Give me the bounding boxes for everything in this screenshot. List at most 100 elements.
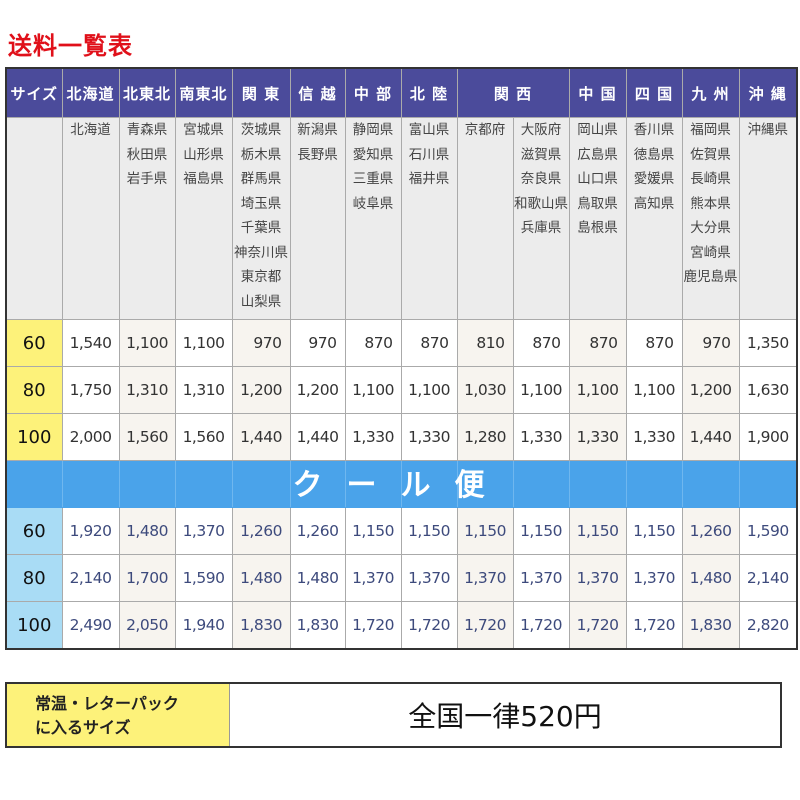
rate-cell: 1,330 bbox=[400, 413, 458, 461]
rate-cell: 870 bbox=[344, 319, 402, 367]
cool-band-cell bbox=[5, 460, 63, 508]
rate-cell: 1,440 bbox=[681, 413, 740, 461]
prefecture-cell: 茨城県 栃木県 群馬県 埼玉県 千葉県 神奈川県 東京都 山梨県 bbox=[231, 117, 291, 320]
prefecture-name: 長崎県 bbox=[690, 171, 731, 187]
prefecture-name: 富山県 bbox=[408, 122, 450, 138]
prefecture-name: 熊本県 bbox=[690, 195, 731, 212]
prefecture-name: 長野県 bbox=[297, 146, 338, 163]
header-region: 北海道 bbox=[61, 67, 120, 118]
flat-rate-label-line1: 常温・レターパック bbox=[35, 694, 179, 713]
rate-cell: 1,100 bbox=[174, 319, 233, 367]
prefecture-name: 和歌山県 bbox=[514, 195, 568, 212]
rate-cell: 1,630 bbox=[738, 366, 798, 414]
rate-cell: 1,100 bbox=[625, 366, 683, 414]
prefecture-name: 愛媛県 bbox=[633, 171, 675, 187]
prefecture-name: 岡山県 bbox=[577, 122, 618, 138]
prefecture-cell: 香川県 徳島県 愛媛県 高知県 bbox=[625, 117, 683, 320]
prefecture-cell: 宮城県 山形県 福島県 bbox=[174, 117, 233, 320]
prefecture-name: 鳥取県 bbox=[577, 195, 618, 212]
size-cell: 60 bbox=[5, 507, 63, 555]
prefecture-cell: 富山県 石川県 福井県 bbox=[400, 117, 458, 320]
cool-band-cell bbox=[625, 460, 683, 508]
prefecture-name: 東京都 bbox=[240, 269, 282, 285]
rate-cell: 1,330 bbox=[568, 413, 627, 461]
prefecture-name: 山梨県 bbox=[240, 293, 282, 310]
prefecture-name: 福岡県 bbox=[690, 122, 731, 138]
rate-cell: 1,720 bbox=[456, 601, 514, 650]
rate-cell: 1,100 bbox=[344, 366, 402, 414]
rate-cell: 1,310 bbox=[118, 366, 176, 414]
rate-cell: 1,200 bbox=[289, 366, 346, 414]
rate-cell: 1,260 bbox=[231, 507, 291, 555]
prefecture-name: 石川県 bbox=[408, 146, 450, 163]
cool-rate-row: 60 1,920 1,480 1,370 1,260 1,260 1,150 1,150 1,1… bbox=[5, 507, 798, 555]
rate-cell: 1,900 bbox=[738, 413, 798, 461]
prefecture-cell: 大阪府 滋賀県 奈良県 和歌山県 兵庫県 bbox=[512, 117, 570, 320]
header-region: 北東北 bbox=[118, 67, 176, 118]
rate-cell: 1,370 bbox=[456, 554, 514, 602]
normal-rate-row: 60 1,540 1,100 1,100 970 970 870 870 810 870 870 87… bbox=[5, 319, 798, 367]
rate-cell: 1,940 bbox=[174, 601, 233, 650]
prefecture-name: 群馬県 bbox=[240, 171, 282, 187]
cool-rate-row: 80 2,140 1,700 1,590 1,480 1,480 1,370 1,370 1,3… bbox=[5, 554, 798, 602]
rate-cell: 1,370 bbox=[512, 554, 570, 602]
prefecture-name: 秋田県 bbox=[126, 146, 168, 163]
prefecture-name: 新潟県 bbox=[297, 122, 338, 138]
header-row: サイズ 北海道 北東北 南東北関 東信 越中 部北 陸関 西中 国四 国九 州沖 縄 bbox=[5, 67, 798, 118]
rate-cell: 1,150 bbox=[456, 507, 514, 555]
rate-cell: 1,200 bbox=[681, 366, 740, 414]
shipping-rate-table: サイズ 北海道 北東北 南東北関 東信 越中 部北 陸関 西中 国四 国九 州沖 縄北… bbox=[5, 67, 799, 650]
rate-cell: 970 bbox=[681, 319, 740, 367]
size-cell: 100 bbox=[5, 413, 63, 461]
prefecture-name: 宮崎県 bbox=[690, 244, 731, 261]
rate-cell: 1,830 bbox=[231, 601, 291, 650]
normal-rate-row: 80 1,750 1,310 1,310 1,200 1,200 1,100 1,100 1,0… bbox=[5, 366, 798, 414]
cool-band-cell bbox=[118, 460, 176, 508]
prefecture-name: 京都府 bbox=[464, 122, 506, 138]
prefecture-name: 栃木県 bbox=[240, 146, 282, 163]
rate-cell: 1,310 bbox=[174, 366, 233, 414]
rate-cell: 1,370 bbox=[174, 507, 233, 555]
prefecture-name: 埼玉県 bbox=[240, 195, 282, 212]
prefecture-name: 大分県 bbox=[690, 220, 731, 236]
rate-cell: 1,720 bbox=[344, 601, 402, 650]
rate-cell: 2,140 bbox=[61, 554, 120, 602]
rate-cell: 1,540 bbox=[61, 319, 120, 367]
rate-cell: 870 bbox=[400, 319, 458, 367]
rate-cell: 1,720 bbox=[512, 601, 570, 650]
prefecture-name: 大阪府 bbox=[520, 122, 562, 138]
rate-cell: 2,000 bbox=[61, 413, 120, 461]
cool-band-cell bbox=[174, 460, 233, 508]
rate-cell: 1,700 bbox=[118, 554, 176, 602]
prefecture-row: 北海道 青森県 秋田県 岩手県 宮城県 山形県 福島県 茨城県 栃木県 群馬県 埼玉県 千葉県 神奈川県… bbox=[5, 117, 798, 320]
rate-cell: 1,920 bbox=[61, 507, 120, 555]
prefecture-name: 奈良県 bbox=[520, 171, 562, 187]
rate-cell: 1,260 bbox=[289, 507, 346, 555]
rate-cell: 1,590 bbox=[174, 554, 233, 602]
prefecture-cell: 岡山県 広島県 山口県 鳥取県 島根県 bbox=[568, 117, 627, 320]
rate-cell: 1,100 bbox=[118, 319, 176, 367]
size-cell: 80 bbox=[5, 554, 63, 602]
rate-cell: 2,820 bbox=[738, 601, 798, 650]
rate-cell: 1,370 bbox=[568, 554, 627, 602]
prefecture-cell: 福岡県 佐賀県 長崎県 熊本県 大分県 宮崎県 鹿児島県 bbox=[681, 117, 740, 320]
rate-cell: 1,150 bbox=[568, 507, 627, 555]
header-region: 関 西 bbox=[456, 67, 570, 118]
prefecture-name: 高知県 bbox=[633, 195, 675, 212]
rate-cell: 870 bbox=[568, 319, 627, 367]
prefecture-name: 山口県 bbox=[577, 171, 618, 187]
header-region: 沖 縄 bbox=[738, 67, 798, 118]
prefecture-name: 茨城県 bbox=[240, 122, 282, 138]
prefecture-cell: 北海道 bbox=[61, 117, 120, 320]
prefecture-name: 佐賀県 bbox=[690, 146, 731, 163]
cool-band-row bbox=[5, 460, 798, 508]
rate-cell: 1,830 bbox=[681, 601, 740, 650]
cool-band-cell bbox=[231, 460, 291, 508]
rate-cell: 1,150 bbox=[400, 507, 458, 555]
header-region: 関 東 bbox=[231, 67, 291, 118]
prefecture-name: 静岡県 bbox=[352, 122, 394, 138]
cool-band-cell bbox=[61, 460, 120, 508]
rate-cell: 1,560 bbox=[174, 413, 233, 461]
prefecture-name: 愛知県 bbox=[352, 146, 394, 163]
rate-cell: 1,330 bbox=[512, 413, 570, 461]
